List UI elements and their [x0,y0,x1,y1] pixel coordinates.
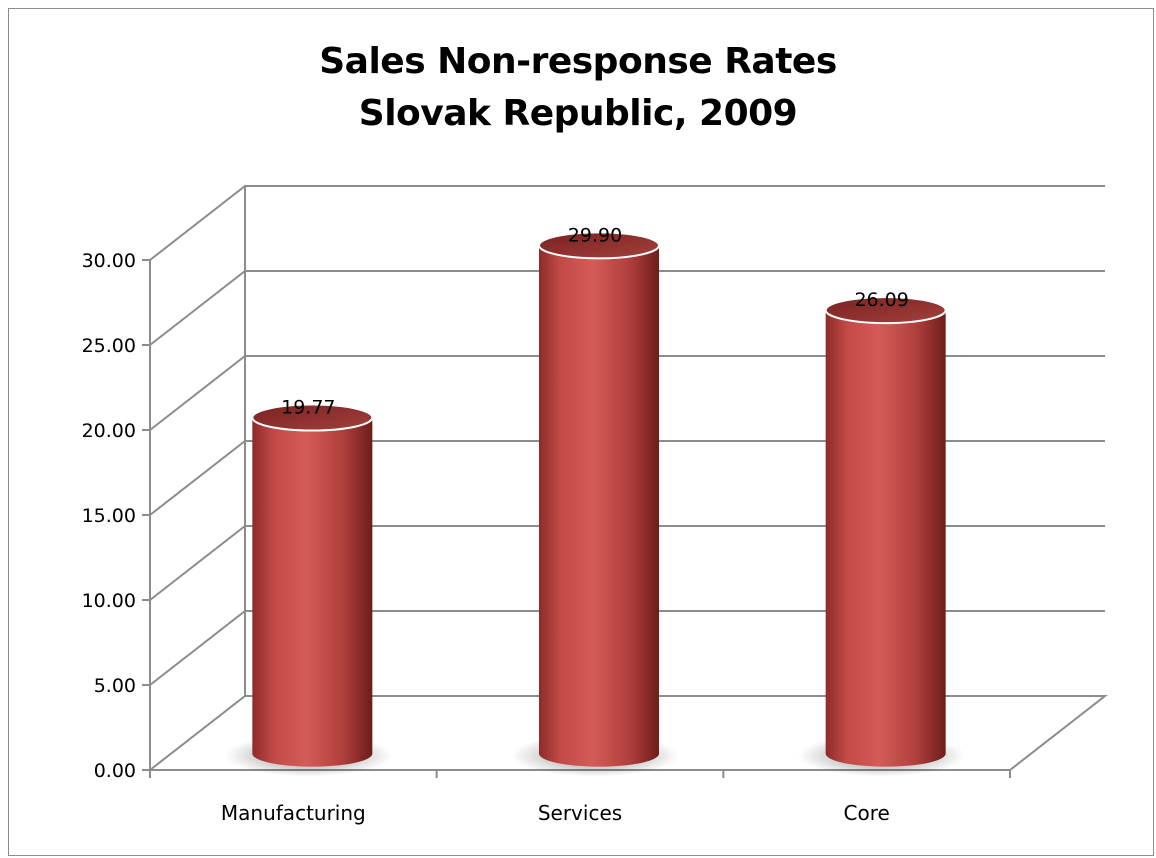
y-tick-label: 5.00 [94,675,136,697]
y-tick-label: 0.00 [94,760,136,782]
bar-body [539,245,659,767]
data-label: 29.90 [568,224,622,246]
category-label: Services [538,801,622,825]
data-label: 19.77 [281,397,335,419]
y-tick-label: 20.00 [82,420,136,442]
bar-body [252,417,373,767]
y-tick-label: 25.00 [82,335,136,357]
bar-top [251,403,374,432]
bar-top [824,296,947,325]
chart-bars [224,231,966,777]
chart-walls [149,185,1108,771]
chart-title: Sales Non-response Rates Slovak Republic… [0,36,1156,140]
data-label: 26.09 [854,289,908,311]
y-tick-label: 15.00 [82,505,136,527]
bar-top [538,231,660,260]
bar-manufacturing [224,403,393,777]
bar-services [511,231,679,777]
chart-title-line-2: Slovak Republic, 2009 [358,93,798,134]
y-tick-label: 30.00 [82,250,136,272]
bar-body [825,310,946,767]
chart-labels: 19.77 Manufacturing 29.90 Services 26.09 Core [221,224,909,825]
category-label: Manufacturing [221,801,366,825]
category-label: Core [844,801,890,825]
y-tick-label: 10.00 [82,590,136,612]
chart-title-line-1: Sales Non-response Rates [319,41,837,82]
floor-outline [149,695,1108,771]
bar-core [797,296,966,777]
